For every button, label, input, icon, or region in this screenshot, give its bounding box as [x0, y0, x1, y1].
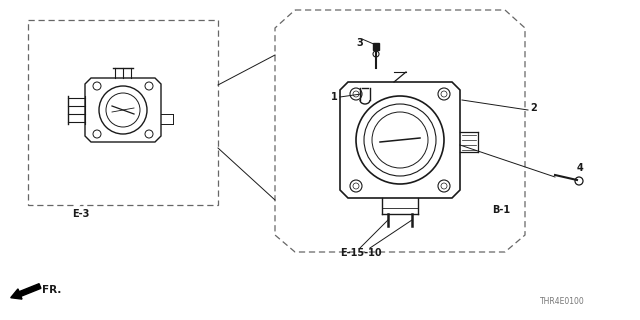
Polygon shape — [373, 43, 379, 50]
Text: B-1: B-1 — [492, 205, 510, 215]
Text: 4: 4 — [577, 163, 584, 173]
Text: 1: 1 — [332, 92, 338, 102]
Text: E-15-10: E-15-10 — [340, 248, 381, 258]
FancyArrow shape — [72, 187, 84, 207]
Text: E-3: E-3 — [72, 209, 90, 219]
FancyArrow shape — [11, 284, 41, 299]
Text: FR.: FR. — [42, 285, 61, 295]
Text: 3: 3 — [356, 38, 363, 48]
Bar — [28, 20, 218, 205]
Text: 2: 2 — [530, 103, 537, 113]
Text: THR4E0100: THR4E0100 — [540, 297, 585, 306]
